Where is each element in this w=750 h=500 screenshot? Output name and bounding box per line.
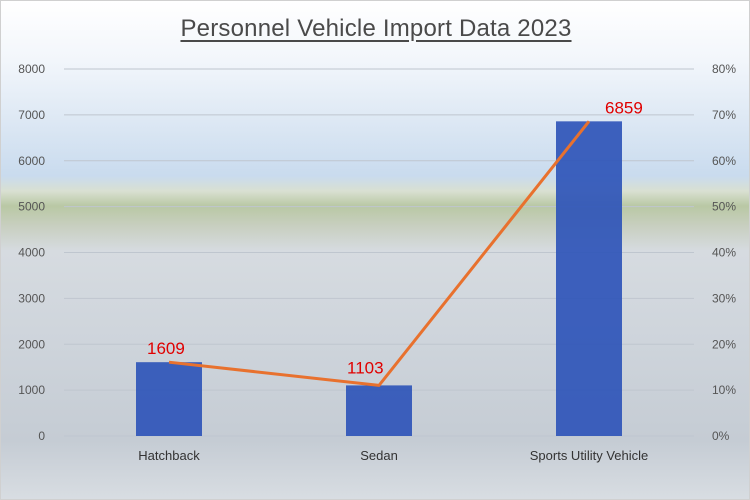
data-labels: 1609 1103 6859 <box>147 98 643 377</box>
y2-tick-label: 60% <box>712 154 736 168</box>
x-category-label: Hatchback <box>138 448 200 463</box>
bar <box>136 362 202 436</box>
bar <box>346 385 412 436</box>
y-tick-label: 4000 <box>18 246 45 260</box>
chart-title: Personnel Vehicle Import Data 2023 <box>180 15 572 42</box>
y-tick-label: 7000 <box>18 108 45 122</box>
y2-tick-label: 0% <box>712 429 730 443</box>
y-axis-ticks: 0 1000 2000 3000 4000 5000 6000 7000 8000 <box>18 62 45 443</box>
y-tick-label: 2000 <box>18 337 45 351</box>
data-label: 1609 <box>147 339 185 358</box>
x-category-label: Sedan <box>360 448 398 463</box>
y2-tick-label: 40% <box>712 246 736 260</box>
y-tick-label: 6000 <box>18 154 45 168</box>
y-tick-label: 1000 <box>18 383 45 397</box>
bar <box>556 121 622 436</box>
y2-tick-label: 20% <box>712 337 736 351</box>
x-axis-categories: Hatchback Sedan Sports Utility Vehicle <box>138 448 648 463</box>
line-series <box>168 120 591 387</box>
bar-series <box>136 121 622 436</box>
x-category-label: Sports Utility Vehicle <box>530 448 649 463</box>
y2-tick-label: 30% <box>712 291 736 305</box>
y-tick-label: 3000 <box>18 291 45 305</box>
data-label: 6859 <box>605 98 643 117</box>
y2-tick-label: 70% <box>712 108 736 122</box>
data-label: 1103 <box>347 358 384 377</box>
y-tick-label: 5000 <box>18 200 45 214</box>
y2-tick-label: 80% <box>712 62 736 76</box>
y2-axis-ticks: 0% 10% 20% 30% 40% 50% 60% 70% 80% <box>712 62 736 443</box>
y2-tick-label: 10% <box>712 383 736 397</box>
line-series-path <box>168 120 591 387</box>
y-tick-label: 8000 <box>18 62 45 76</box>
y2-tick-label: 50% <box>712 200 736 214</box>
y-tick-label: 0 <box>38 429 45 443</box>
